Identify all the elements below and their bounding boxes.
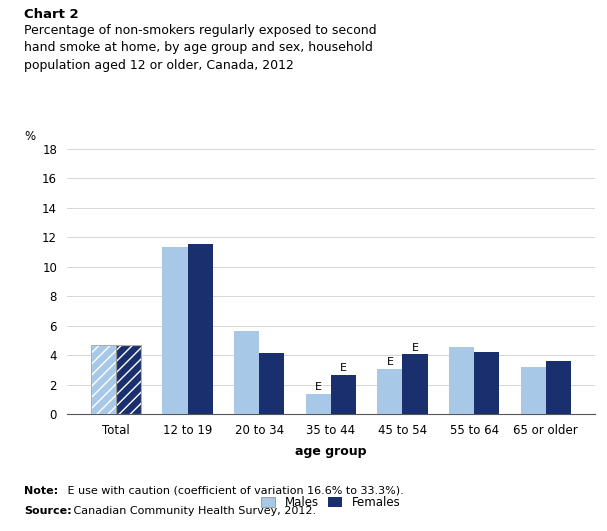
- Bar: [306, 394, 331, 414]
- Text: Source:: Source:: [24, 506, 72, 516]
- Bar: [234, 331, 259, 414]
- Bar: [91, 345, 116, 414]
- Bar: [163, 247, 188, 414]
- Bar: [188, 244, 212, 414]
- Bar: [546, 361, 571, 414]
- Text: E: E: [340, 363, 347, 373]
- Bar: [449, 347, 474, 414]
- Bar: [91, 345, 116, 414]
- Legend: Males, Females: Males, Females: [261, 496, 401, 509]
- Bar: [116, 345, 141, 414]
- Bar: [521, 367, 546, 414]
- Text: Percentage of non-smokers regularly exposed to second
hand smoke at home, by age: Percentage of non-smokers regularly expo…: [24, 24, 377, 72]
- Text: E: E: [412, 342, 418, 353]
- X-axis label: age group: age group: [295, 445, 367, 458]
- Bar: [116, 345, 141, 414]
- Bar: [378, 369, 402, 414]
- Text: Chart 2: Chart 2: [24, 8, 79, 21]
- Text: Note:: Note:: [24, 486, 58, 496]
- Bar: [474, 352, 499, 414]
- Bar: [402, 355, 427, 414]
- Text: E: E: [387, 357, 393, 367]
- Bar: [259, 353, 284, 414]
- Bar: [331, 375, 356, 414]
- Y-axis label: %: %: [24, 131, 35, 143]
- Text: E: E: [315, 382, 322, 392]
- Text: E use with caution (coefficient of variation 16.6% to 33.3%).: E use with caution (coefficient of varia…: [64, 486, 404, 496]
- Text: Canadian Community Health Survey, 2012.: Canadian Community Health Survey, 2012.: [70, 506, 316, 516]
